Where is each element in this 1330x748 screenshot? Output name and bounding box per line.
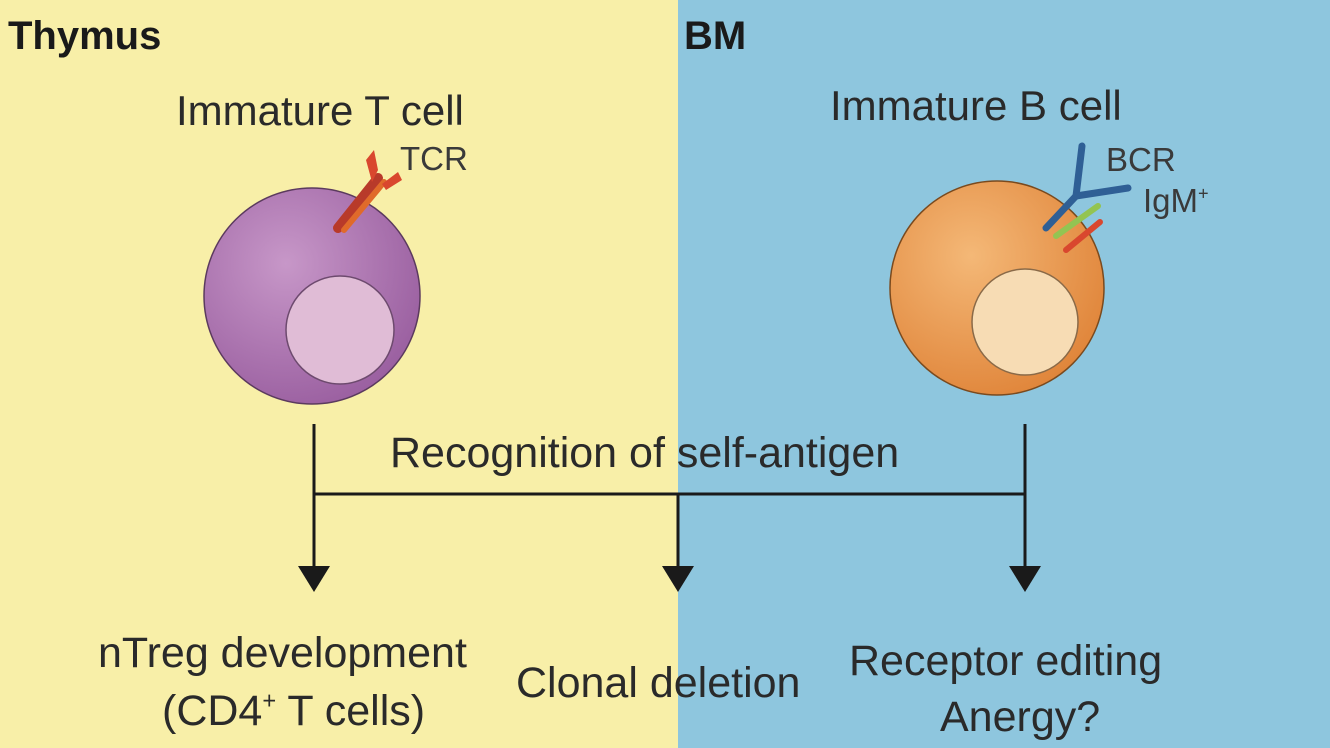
arrowhead-left	[298, 566, 330, 592]
outcome-clonal-deletion: Clonal deletion	[516, 659, 801, 707]
b-cell-title: Immature B cell	[830, 82, 1122, 129]
recognition-label: Recognition of self-antigen	[390, 429, 900, 477]
arrowhead-right	[1009, 566, 1041, 592]
bcr-receptor-icon	[1042, 142, 1132, 253]
region-label-bm: BM	[684, 14, 747, 58]
t-cell	[203, 187, 421, 405]
bcr-label: BCR	[1106, 141, 1176, 178]
outcome-ntreg-line1: nTreg development	[98, 629, 467, 677]
tcr-receptor-icon	[333, 150, 402, 233]
igm-label: IgM+	[1143, 182, 1209, 219]
t-cell-title: Immature T cell	[176, 87, 464, 134]
tcr-label: TCR	[400, 140, 468, 177]
b-cell	[889, 180, 1105, 396]
outcome-anergy: Anergy?	[940, 693, 1101, 741]
flow-arrows	[312, 424, 1027, 572]
region-label-thymus: Thymus	[8, 14, 162, 58]
arrowhead-center	[662, 566, 694, 592]
outcome-ntreg-line2: (CD4+ T cells)	[162, 687, 426, 735]
outcome-receptor-editing: Receptor editing	[849, 637, 1163, 685]
